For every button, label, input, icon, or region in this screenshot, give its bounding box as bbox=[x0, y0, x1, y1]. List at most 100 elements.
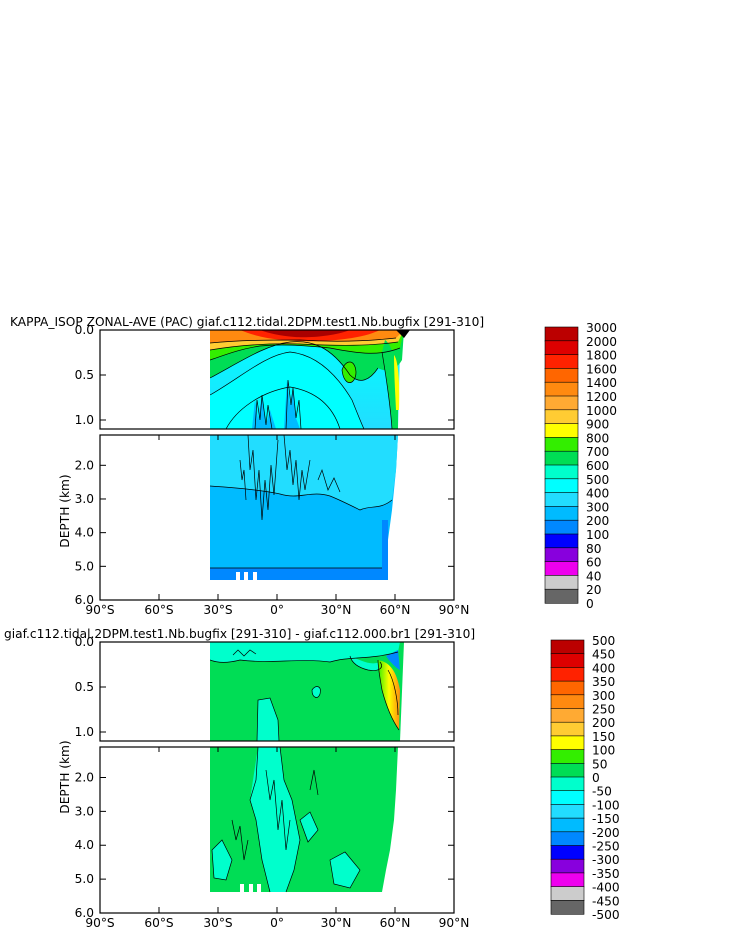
colorbar-swatch bbox=[544, 478, 579, 494]
x-tick-label: 60°N bbox=[380, 603, 411, 617]
colorbar-swatch bbox=[550, 749, 585, 764]
colorbar-swatch bbox=[550, 653, 585, 669]
colorbar-swatch bbox=[544, 533, 579, 549]
x-tick-label: 0° bbox=[270, 916, 284, 930]
y-tick-label: 0.5 bbox=[75, 368, 94, 382]
colorbar-label: 50 bbox=[592, 757, 608, 771]
colorbar-label: 20 bbox=[586, 583, 602, 597]
colorbar-swatch bbox=[550, 667, 585, 682]
colorbar-label: 400 bbox=[592, 661, 615, 675]
chart2-ylabel: DEPTH (km) bbox=[58, 740, 72, 813]
x-tick-label: 30°S bbox=[203, 603, 233, 617]
colorbar-label: 300 bbox=[592, 689, 615, 703]
colorbar-swatch bbox=[544, 354, 579, 370]
colorbar-label: 800 bbox=[586, 431, 609, 445]
colorbar-swatch bbox=[544, 464, 579, 480]
colorbar-label: 0 bbox=[592, 771, 600, 785]
colorbar-swatch bbox=[544, 561, 579, 576]
chart1-y-ticks: 0.0 0.5 1.0 2.0 3.0 4.0 5.0 6.0 bbox=[75, 323, 454, 607]
colorbar-swatch bbox=[544, 340, 579, 356]
x-tick-label: 0° bbox=[270, 603, 284, 617]
colorbar-label: 600 bbox=[586, 459, 609, 473]
colorbar-swatch bbox=[550, 721, 585, 737]
chart2-plot bbox=[99, 641, 455, 914]
colorbar-label: 300 bbox=[586, 500, 609, 514]
colorbar-label: 450 bbox=[592, 648, 615, 662]
y-tick-label: 3.0 bbox=[75, 804, 94, 818]
colorbar-label: -250 bbox=[592, 840, 620, 854]
y-tick-label: 2.0 bbox=[75, 458, 94, 472]
colorbar-swatch bbox=[550, 762, 585, 778]
y-tick-label: 4.0 bbox=[75, 838, 94, 852]
colorbar-label: -50 bbox=[592, 785, 612, 799]
colorbar-swatch bbox=[550, 845, 585, 860]
colorbar-label: 500 bbox=[586, 473, 609, 487]
x-tick-label: 60°S bbox=[144, 916, 174, 930]
colorbar-swatch bbox=[550, 680, 585, 696]
colorbar-label: 200 bbox=[592, 716, 615, 730]
colorbar-label: 1600 bbox=[586, 362, 617, 376]
colorbar-swatch bbox=[544, 547, 579, 563]
colorbar-label: -450 bbox=[592, 894, 620, 908]
y-tick-label: 1.0 bbox=[75, 413, 94, 427]
colorbar-swatch bbox=[550, 708, 585, 723]
y-tick-label: 5.0 bbox=[75, 872, 94, 886]
y-tick-label: 1.0 bbox=[75, 725, 94, 739]
x-tick-label: 30°N bbox=[321, 916, 352, 930]
chart2-title: giaf.c112.tidal.2DPM.test1.Nb.bugfix [29… bbox=[4, 627, 475, 641]
colorbar-swatch bbox=[550, 872, 585, 888]
colorbar-swatch bbox=[544, 575, 579, 590]
chart1-x-ticks: 90°S 60°S 30°S 0° 30°N 60°N 90°N bbox=[85, 435, 469, 617]
chart1-plot bbox=[99, 329, 455, 601]
x-tick-label: 30°S bbox=[203, 916, 233, 930]
colorbar-label: 0 bbox=[586, 597, 594, 611]
colorbar-label: 100 bbox=[592, 744, 615, 758]
y-tick-label: 2.0 bbox=[75, 770, 94, 784]
colorbar-swatch bbox=[550, 694, 585, 710]
colorbar-label: 100 bbox=[586, 528, 609, 542]
x-tick-label: 90°N bbox=[439, 916, 470, 930]
y-tick-label: 5.0 bbox=[75, 559, 94, 573]
colorbar-swatch bbox=[550, 831, 585, 847]
x-tick-label: 90°S bbox=[85, 603, 115, 617]
chart2-x-ticks: 90°S 60°S 30°S 0° 30°N 60°N 90°N bbox=[85, 747, 469, 930]
x-tick-label: 60°N bbox=[380, 916, 411, 930]
colorbar-swatch bbox=[550, 817, 585, 833]
colorbar-label: 1200 bbox=[586, 390, 617, 404]
colorbar-swatch bbox=[550, 639, 585, 655]
y-tick-label: 4.0 bbox=[75, 526, 94, 540]
colorbar-swatch bbox=[550, 790, 585, 806]
colorbar-label: 200 bbox=[586, 514, 609, 528]
colorbar-label: 500 bbox=[592, 634, 615, 648]
colorbar-label: 2000 bbox=[586, 335, 617, 349]
y-tick-label: 6.0 bbox=[75, 906, 94, 920]
y-tick-label: 0.5 bbox=[75, 680, 94, 694]
y-tick-label: 6.0 bbox=[75, 593, 94, 607]
colorbar-label: -150 bbox=[592, 812, 620, 826]
chart2-y-ticks: 0.0 0.5 1.0 2.0 3.0 4.0 5.0 6.0 bbox=[75, 635, 454, 920]
colorbar-swatch bbox=[544, 423, 579, 439]
y-tick-label: 3.0 bbox=[75, 492, 94, 506]
colorbar-swatch bbox=[544, 506, 579, 521]
colorbar-swatch bbox=[550, 735, 585, 751]
x-tick-label: 60°S bbox=[144, 603, 174, 617]
chart1-ylabel: DEPTH (km) bbox=[58, 474, 72, 547]
colorbar-swatch bbox=[550, 776, 585, 792]
x-tick-label: 90°N bbox=[439, 603, 470, 617]
colorbar-label: 1400 bbox=[586, 376, 617, 390]
colorbar-swatch bbox=[544, 326, 579, 342]
colorbar-swatch bbox=[544, 409, 579, 425]
colorbar-swatch bbox=[544, 450, 579, 466]
colorbar-label: 60 bbox=[586, 556, 602, 570]
colorbar-label: 900 bbox=[586, 418, 609, 432]
colorbar-label: -350 bbox=[592, 867, 620, 881]
colorbar-label: 400 bbox=[586, 487, 609, 501]
chart1-title: KAPPA_ISOP ZONAL-AVE (PAC) giaf.c112.tid… bbox=[10, 315, 484, 329]
colorbar-label: 40 bbox=[586, 569, 602, 583]
colorbar-swatch bbox=[544, 588, 579, 604]
colorbar-swatch bbox=[544, 437, 579, 452]
colorbar-label: -400 bbox=[592, 881, 620, 895]
colorbar-swatch bbox=[544, 368, 579, 383]
y-tick-label: 0.0 bbox=[75, 323, 94, 337]
colorbar-label: 80 bbox=[586, 542, 602, 556]
